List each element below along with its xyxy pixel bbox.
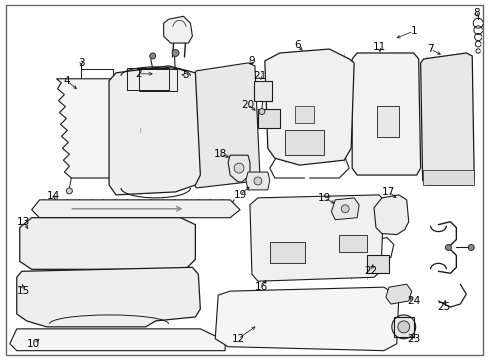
Circle shape bbox=[341, 205, 348, 213]
Polygon shape bbox=[20, 218, 195, 269]
Polygon shape bbox=[253, 81, 271, 100]
Circle shape bbox=[468, 244, 473, 251]
Text: 4: 4 bbox=[63, 76, 70, 86]
Bar bbox=[339, 235, 366, 252]
Text: 22: 22 bbox=[364, 266, 377, 276]
Text: 20: 20 bbox=[241, 100, 254, 109]
Text: 11: 11 bbox=[371, 42, 385, 52]
Text: 7: 7 bbox=[427, 44, 433, 54]
Text: 24: 24 bbox=[406, 296, 420, 306]
Text: 6: 6 bbox=[294, 40, 300, 50]
Polygon shape bbox=[264, 49, 353, 165]
Text: 15: 15 bbox=[17, 286, 30, 296]
Text: 5: 5 bbox=[182, 70, 188, 80]
Bar bbox=[294, 105, 314, 123]
Text: 8: 8 bbox=[472, 8, 479, 18]
Bar bbox=[284, 130, 324, 155]
Circle shape bbox=[234, 163, 244, 173]
Polygon shape bbox=[192, 63, 259, 188]
Polygon shape bbox=[32, 200, 240, 218]
Polygon shape bbox=[10, 329, 224, 351]
Polygon shape bbox=[351, 53, 420, 175]
Bar bbox=[422, 170, 473, 185]
Text: 19: 19 bbox=[317, 193, 330, 203]
Polygon shape bbox=[331, 198, 358, 220]
Circle shape bbox=[391, 315, 415, 339]
Polygon shape bbox=[385, 284, 411, 304]
Polygon shape bbox=[420, 53, 473, 185]
Text: 21: 21 bbox=[253, 71, 266, 81]
Polygon shape bbox=[163, 16, 192, 43]
Circle shape bbox=[66, 188, 72, 194]
Text: 23: 23 bbox=[406, 334, 420, 344]
Text: 2: 2 bbox=[135, 69, 142, 79]
Circle shape bbox=[172, 50, 179, 57]
Text: 10: 10 bbox=[27, 339, 40, 349]
Bar bbox=[127, 68, 168, 90]
Bar bbox=[366, 255, 388, 273]
Text: 3: 3 bbox=[78, 58, 84, 68]
Text: 19: 19 bbox=[233, 190, 246, 200]
Text: 17: 17 bbox=[382, 187, 395, 197]
Bar bbox=[393, 317, 413, 337]
Text: 18: 18 bbox=[213, 149, 226, 159]
Polygon shape bbox=[373, 195, 408, 235]
Polygon shape bbox=[17, 267, 200, 327]
Bar bbox=[139, 69, 176, 91]
Polygon shape bbox=[249, 195, 383, 281]
Circle shape bbox=[149, 53, 155, 59]
Text: 12: 12 bbox=[231, 334, 244, 344]
Circle shape bbox=[253, 177, 262, 185]
Text: 16: 16 bbox=[255, 282, 268, 292]
Circle shape bbox=[397, 321, 409, 333]
Bar bbox=[376, 105, 398, 137]
Polygon shape bbox=[245, 172, 269, 190]
Bar bbox=[257, 109, 279, 129]
Text: 13: 13 bbox=[17, 217, 30, 227]
Text: 9: 9 bbox=[248, 56, 255, 66]
Polygon shape bbox=[56, 79, 113, 178]
Text: 1: 1 bbox=[409, 26, 416, 36]
Bar bbox=[269, 242, 304, 264]
Text: 25: 25 bbox=[436, 302, 449, 312]
Circle shape bbox=[258, 109, 264, 114]
Polygon shape bbox=[228, 155, 249, 182]
Polygon shape bbox=[215, 287, 398, 351]
Text: 14: 14 bbox=[47, 191, 60, 201]
Polygon shape bbox=[109, 66, 200, 195]
Circle shape bbox=[445, 244, 450, 251]
